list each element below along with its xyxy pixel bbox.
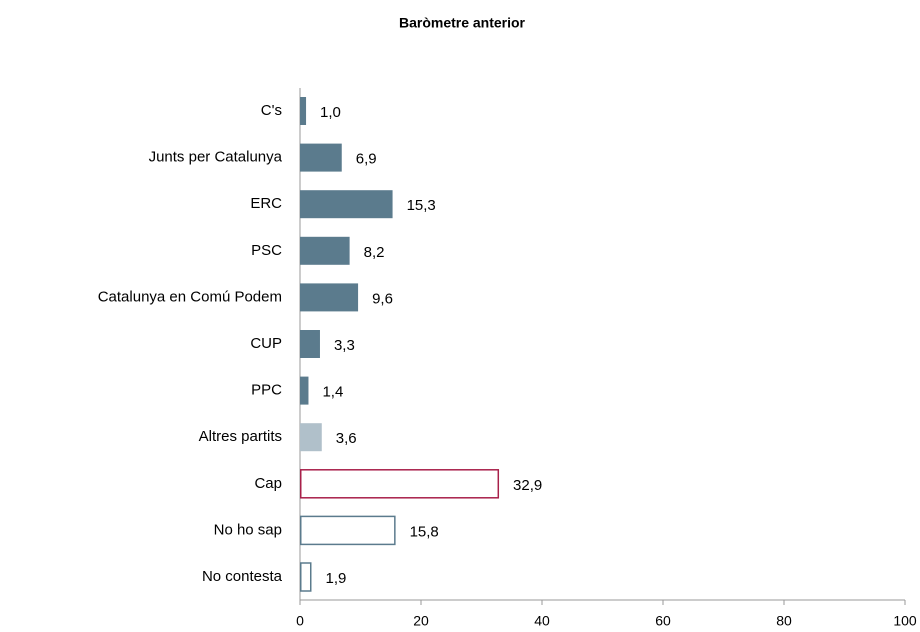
value-label: 15,8 — [410, 523, 439, 540]
y-tick-label: Cap — [254, 475, 282, 492]
y-tick-label: PSC — [251, 242, 282, 259]
bar — [300, 190, 393, 219]
chart-title: Baròmetre anterior — [399, 15, 526, 31]
x-tick-label: 60 — [655, 613, 671, 629]
y-tick-label: C's — [261, 102, 282, 119]
value-label: 6,9 — [356, 151, 377, 168]
bar — [300, 97, 307, 125]
bar — [300, 423, 322, 452]
y-tick-label: Catalunya en Comú Podem — [98, 288, 282, 305]
bar — [300, 283, 359, 312]
y-tick-label: ERC — [250, 195, 282, 212]
value-label: 1,0 — [320, 104, 341, 121]
y-tick-label: No contesta — [202, 568, 283, 585]
x-tick-label: 80 — [776, 613, 792, 629]
value-label: 1,9 — [325, 570, 346, 587]
value-label: 3,6 — [336, 430, 357, 447]
bar — [300, 469, 500, 499]
value-label: 15,3 — [407, 197, 436, 214]
bar — [300, 376, 309, 405]
x-tick-label: 100 — [893, 613, 917, 629]
x-tick-label: 0 — [296, 613, 304, 629]
bar — [300, 330, 320, 358]
x-tick-label: 40 — [534, 613, 550, 629]
value-label: 8,2 — [364, 244, 385, 261]
bar — [300, 236, 350, 265]
y-tick-label: PPC — [251, 382, 282, 399]
bar — [300, 562, 312, 592]
y-tick-label: Junts per Catalunya — [149, 149, 283, 166]
y-tick-label: Altres partits — [199, 428, 282, 445]
y-tick-label: No ho sap — [214, 521, 282, 538]
bar — [300, 143, 342, 172]
value-label: 32,9 — [513, 477, 542, 494]
value-label: 1,4 — [322, 384, 343, 401]
value-label: 9,6 — [372, 290, 393, 307]
value-label: 3,3 — [334, 337, 355, 354]
x-tick-label: 20 — [413, 613, 429, 629]
bar — [300, 515, 396, 546]
y-tick-label: CUP — [250, 335, 282, 352]
